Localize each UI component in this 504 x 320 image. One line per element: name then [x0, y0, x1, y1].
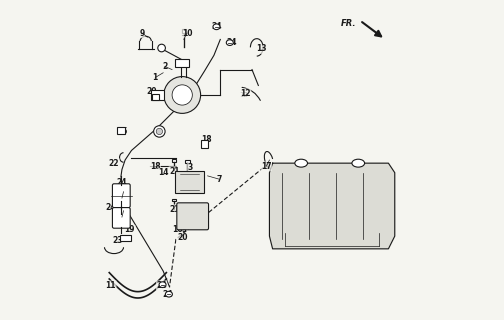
Text: 24: 24: [212, 22, 222, 31]
Text: 24: 24: [226, 38, 237, 47]
Ellipse shape: [159, 282, 166, 288]
Circle shape: [158, 44, 165, 52]
Bar: [177, 221, 180, 223]
Circle shape: [156, 128, 163, 135]
Ellipse shape: [352, 159, 364, 167]
Text: 14: 14: [158, 168, 168, 177]
Bar: [117, 127, 125, 134]
Text: 24: 24: [163, 290, 173, 299]
Text: 21: 21: [169, 167, 179, 176]
Text: 20: 20: [177, 233, 187, 242]
Text: 24: 24: [117, 178, 127, 187]
Ellipse shape: [295, 159, 307, 167]
Text: 3: 3: [187, 164, 193, 172]
Text: 13: 13: [256, 44, 267, 53]
Ellipse shape: [165, 291, 172, 297]
FancyBboxPatch shape: [112, 208, 130, 228]
Text: 2: 2: [162, 62, 167, 71]
Text: 18: 18: [201, 135, 211, 144]
FancyBboxPatch shape: [112, 184, 130, 208]
Text: 17: 17: [261, 162, 272, 171]
Bar: [120, 235, 132, 241]
Ellipse shape: [213, 24, 220, 30]
Circle shape: [154, 126, 165, 137]
Text: 1: 1: [153, 73, 158, 82]
Text: 19: 19: [124, 225, 135, 234]
Text: 5: 5: [119, 194, 124, 203]
Text: 18: 18: [150, 162, 161, 171]
Bar: [181, 29, 186, 33]
FancyBboxPatch shape: [177, 203, 209, 230]
Text: 4: 4: [154, 127, 159, 136]
Bar: [151, 90, 164, 100]
Bar: [152, 94, 159, 100]
Text: 11: 11: [105, 281, 116, 290]
Circle shape: [164, 76, 201, 113]
Text: FR.: FR.: [341, 19, 357, 28]
Circle shape: [172, 85, 193, 105]
Text: 12: 12: [239, 92, 248, 98]
Bar: [172, 199, 176, 201]
Text: 8: 8: [200, 216, 206, 225]
Text: 21: 21: [169, 205, 179, 214]
Bar: [172, 159, 176, 162]
Text: 16: 16: [172, 225, 183, 234]
Text: 20: 20: [147, 87, 157, 96]
Ellipse shape: [226, 40, 233, 45]
Bar: [175, 59, 189, 67]
Bar: [181, 229, 185, 231]
Text: 9: 9: [140, 28, 145, 38]
Text: 24: 24: [156, 281, 167, 290]
Text: 6: 6: [119, 212, 124, 222]
Text: 10: 10: [182, 28, 192, 38]
Bar: [175, 171, 204, 193]
Text: 12: 12: [240, 89, 251, 98]
Text: 23: 23: [112, 236, 122, 245]
Bar: [185, 160, 190, 163]
Text: 7: 7: [216, 174, 221, 184]
Text: 15: 15: [117, 127, 127, 136]
Bar: [201, 140, 208, 148]
Text: 24: 24: [105, 203, 116, 212]
Polygon shape: [270, 163, 395, 249]
Text: 22: 22: [109, 159, 119, 168]
